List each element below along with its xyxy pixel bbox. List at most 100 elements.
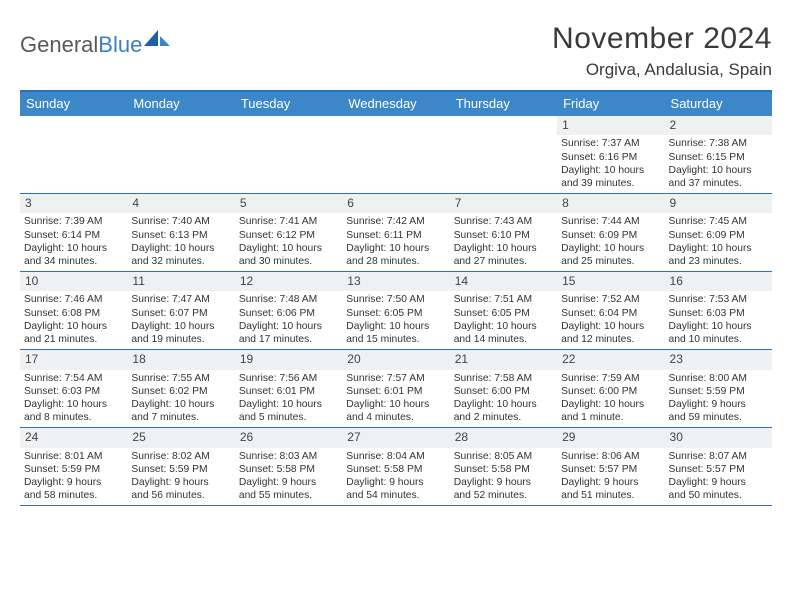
detail-daylight1: Daylight: 10 hours: [669, 242, 768, 255]
dow-monday: Monday: [127, 92, 234, 116]
detail-sunrise: Sunrise: 8:05 AM: [454, 450, 553, 463]
day-cell: 11Sunrise: 7:47 AMSunset: 6:07 PMDayligh…: [127, 272, 234, 349]
day-details: Sunrise: 7:54 AMSunset: 6:03 PMDaylight:…: [20, 370, 127, 428]
day-details: Sunrise: 7:47 AMSunset: 6:07 PMDaylight:…: [127, 291, 234, 349]
day-details: Sunrise: 7:46 AMSunset: 6:08 PMDaylight:…: [20, 291, 127, 349]
detail-daylight1: Daylight: 10 hours: [669, 320, 768, 333]
logo: GeneralBlue: [20, 28, 170, 62]
detail-daylight1: Daylight: 10 hours: [131, 320, 230, 333]
detail-daylight1: Daylight: 10 hours: [561, 320, 660, 333]
title-block: November 2024 Orgiva, Andalusia, Spain: [552, 22, 772, 80]
day-number: [342, 116, 449, 134]
logo-text-blue: Blue: [98, 32, 142, 58]
detail-sunrise: Sunrise: 8:02 AM: [131, 450, 230, 463]
detail-sunrise: Sunrise: 7:44 AM: [561, 215, 660, 228]
detail-daylight2: and 55 minutes.: [239, 489, 338, 502]
detail-daylight2: and 51 minutes.: [561, 489, 660, 502]
day-cell: 14Sunrise: 7:51 AMSunset: 6:05 PMDayligh…: [450, 272, 557, 349]
detail-daylight2: and 27 minutes.: [454, 255, 553, 268]
detail-sunrise: Sunrise: 8:01 AM: [24, 450, 123, 463]
detail-daylight1: Daylight: 10 hours: [346, 320, 445, 333]
day-details: Sunrise: 8:01 AMSunset: 5:59 PMDaylight:…: [20, 448, 127, 506]
detail-sunrise: Sunrise: 7:37 AM: [561, 137, 660, 150]
detail-sunrise: Sunrise: 7:52 AM: [561, 293, 660, 306]
detail-sunrise: Sunrise: 7:50 AM: [346, 293, 445, 306]
detail-daylight2: and 12 minutes.: [561, 333, 660, 346]
detail-daylight1: Daylight: 10 hours: [346, 242, 445, 255]
detail-daylight2: and 52 minutes.: [454, 489, 553, 502]
detail-daylight1: Daylight: 9 hours: [239, 476, 338, 489]
day-cell: 22Sunrise: 7:59 AMSunset: 6:00 PMDayligh…: [557, 350, 664, 427]
day-cell: [450, 116, 557, 193]
day-number: 2: [665, 116, 772, 135]
day-cell: [235, 116, 342, 193]
detail-daylight2: and 7 minutes.: [131, 411, 230, 424]
detail-daylight2: and 37 minutes.: [669, 177, 768, 190]
detail-sunset: Sunset: 6:01 PM: [239, 385, 338, 398]
detail-sunset: Sunset: 6:16 PM: [561, 151, 660, 164]
day-number: 15: [557, 272, 664, 291]
day-details: Sunrise: 7:39 AMSunset: 6:14 PMDaylight:…: [20, 213, 127, 271]
day-number: 10: [20, 272, 127, 291]
detail-daylight2: and 28 minutes.: [346, 255, 445, 268]
day-cell: 8Sunrise: 7:44 AMSunset: 6:09 PMDaylight…: [557, 194, 664, 271]
detail-daylight2: and 5 minutes.: [239, 411, 338, 424]
day-cell: [127, 116, 234, 193]
detail-daylight1: Daylight: 9 hours: [131, 476, 230, 489]
day-details: Sunrise: 7:55 AMSunset: 6:02 PMDaylight:…: [127, 370, 234, 428]
day-cell: 9Sunrise: 7:45 AMSunset: 6:09 PMDaylight…: [665, 194, 772, 271]
detail-daylight2: and 34 minutes.: [24, 255, 123, 268]
day-cell: 20Sunrise: 7:57 AMSunset: 6:01 PMDayligh…: [342, 350, 449, 427]
day-number: [20, 116, 127, 134]
day-details: Sunrise: 7:40 AMSunset: 6:13 PMDaylight:…: [127, 213, 234, 271]
detail-sunrise: Sunrise: 8:03 AM: [239, 450, 338, 463]
day-details: Sunrise: 8:06 AMSunset: 5:57 PMDaylight:…: [557, 448, 664, 506]
detail-sunset: Sunset: 6:02 PM: [131, 385, 230, 398]
day-details: Sunrise: 7:52 AMSunset: 6:04 PMDaylight:…: [557, 291, 664, 349]
detail-sunset: Sunset: 5:58 PM: [239, 463, 338, 476]
detail-sunset: Sunset: 6:00 PM: [561, 385, 660, 398]
detail-daylight1: Daylight: 9 hours: [669, 398, 768, 411]
day-cell: 27Sunrise: 8:04 AMSunset: 5:58 PMDayligh…: [342, 428, 449, 505]
detail-sunrise: Sunrise: 7:51 AM: [454, 293, 553, 306]
detail-daylight2: and 17 minutes.: [239, 333, 338, 346]
day-number: 4: [127, 194, 234, 213]
detail-daylight1: Daylight: 10 hours: [239, 320, 338, 333]
detail-sunset: Sunset: 5:59 PM: [131, 463, 230, 476]
detail-sunrise: Sunrise: 7:43 AM: [454, 215, 553, 228]
detail-sunrise: Sunrise: 7:55 AM: [131, 372, 230, 385]
day-number: 9: [665, 194, 772, 213]
detail-daylight1: Daylight: 10 hours: [454, 242, 553, 255]
day-number: 3: [20, 194, 127, 213]
detail-daylight2: and 14 minutes.: [454, 333, 553, 346]
day-cell: 10Sunrise: 7:46 AMSunset: 6:08 PMDayligh…: [20, 272, 127, 349]
detail-sunset: Sunset: 5:57 PM: [561, 463, 660, 476]
detail-sunset: Sunset: 6:15 PM: [669, 151, 768, 164]
detail-sunrise: Sunrise: 7:54 AM: [24, 372, 123, 385]
detail-daylight1: Daylight: 10 hours: [24, 320, 123, 333]
detail-sunrise: Sunrise: 7:45 AM: [669, 215, 768, 228]
detail-sunset: Sunset: 6:11 PM: [346, 229, 445, 242]
detail-daylight1: Daylight: 10 hours: [561, 242, 660, 255]
detail-sunset: Sunset: 5:57 PM: [669, 463, 768, 476]
detail-daylight1: Daylight: 10 hours: [131, 398, 230, 411]
day-details: Sunrise: 8:03 AMSunset: 5:58 PMDaylight:…: [235, 448, 342, 506]
day-cell: 18Sunrise: 7:55 AMSunset: 6:02 PMDayligh…: [127, 350, 234, 427]
day-cell: 5Sunrise: 7:41 AMSunset: 6:12 PMDaylight…: [235, 194, 342, 271]
day-number: 27: [342, 428, 449, 447]
detail-sunset: Sunset: 6:00 PM: [454, 385, 553, 398]
week-row: 1Sunrise: 7:37 AMSunset: 6:16 PMDaylight…: [20, 116, 772, 194]
day-cell: 2Sunrise: 7:38 AMSunset: 6:15 PMDaylight…: [665, 116, 772, 193]
day-number: 20: [342, 350, 449, 369]
day-details: Sunrise: 7:58 AMSunset: 6:00 PMDaylight:…: [450, 370, 557, 428]
detail-sunset: Sunset: 6:05 PM: [454, 307, 553, 320]
day-number: 6: [342, 194, 449, 213]
detail-sunrise: Sunrise: 7:39 AM: [24, 215, 123, 228]
detail-daylight1: Daylight: 10 hours: [346, 398, 445, 411]
detail-daylight1: Daylight: 10 hours: [239, 398, 338, 411]
detail-sunrise: Sunrise: 7:59 AM: [561, 372, 660, 385]
calendar-page: GeneralBlue November 2024 Orgiva, Andalu…: [0, 0, 792, 612]
day-number: 18: [127, 350, 234, 369]
day-number: 11: [127, 272, 234, 291]
detail-daylight1: Daylight: 9 hours: [24, 476, 123, 489]
